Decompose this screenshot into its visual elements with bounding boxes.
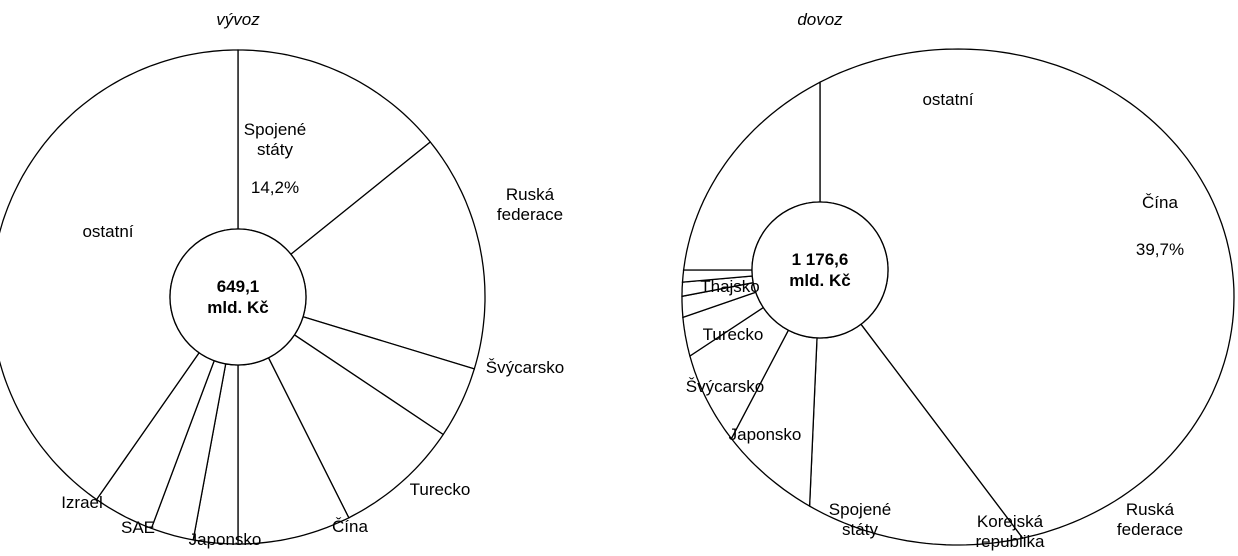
slice-label: Izrael <box>61 493 103 512</box>
slice-label: Turecko <box>702 325 764 344</box>
center-label: mld. Kč <box>789 271 851 290</box>
slice-label: ostatní <box>922 90 974 109</box>
value-label: 14,2% <box>250 178 300 197</box>
slice-label: SAE <box>120 518 156 537</box>
value-label: 39,7% <box>1135 240 1185 259</box>
center-circle <box>751 201 889 339</box>
center-label: 1 176,6 <box>791 250 849 269</box>
slice-label: Čína <box>332 517 368 536</box>
slice-label: Thajsko <box>700 277 760 296</box>
chart-title: dovoz <box>797 10 843 29</box>
slice-label: Spojené státy <box>243 120 307 159</box>
slice-label: Švýcarsko <box>485 358 565 377</box>
slice-label: ostatní <box>82 222 134 241</box>
slice-label: Ruská federace <box>496 185 564 224</box>
slice-label: Ruská federace <box>1116 500 1184 539</box>
center-label: 649,1 <box>216 277 260 296</box>
center-circle <box>169 228 307 366</box>
slice-label: Čína <box>1142 193 1178 212</box>
slice-label: Švýcarsko <box>685 377 765 396</box>
slice-label: Spojené státy <box>828 500 892 539</box>
chart-title: vývoz <box>216 10 260 29</box>
slice-label: Turecko <box>409 480 471 499</box>
center-label: mld. Kč <box>207 298 269 317</box>
slice-label: Korejská republika <box>975 512 1045 551</box>
slice-label: Japonsko <box>188 530 262 549</box>
slice-label: Japonsko <box>728 425 802 444</box>
